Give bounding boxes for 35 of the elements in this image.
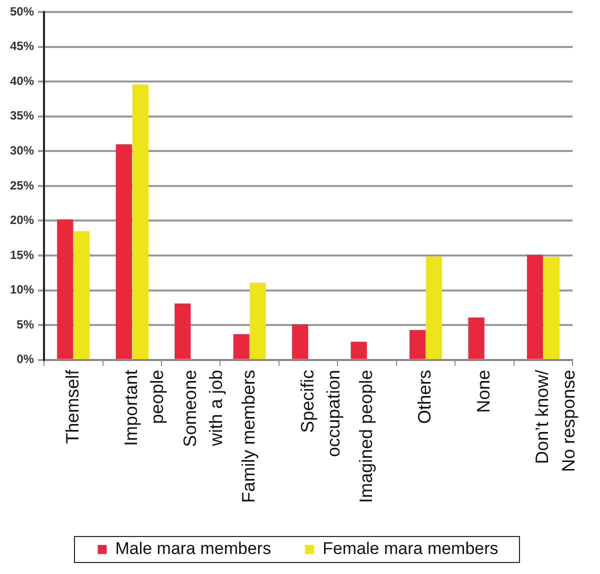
y-tick-label: 35% — [10, 108, 34, 123]
x-tick-label: None — [473, 370, 494, 413]
x-tick-label: Family members — [238, 370, 259, 503]
y-tick-label: 25% — [10, 178, 34, 192]
bar — [543, 256, 560, 359]
x-tick-label: Imagined people — [356, 370, 376, 504]
y-tick-label: 20% — [10, 213, 34, 228]
bar — [116, 144, 132, 359]
legend-label: Female mara members — [322, 539, 498, 558]
bar — [174, 304, 191, 359]
bar — [57, 219, 74, 359]
bar — [250, 282, 266, 359]
x-tick-label: Others — [414, 370, 435, 424]
y-tick-label: 10% — [10, 282, 34, 297]
y-tick-label: 50% — [10, 4, 34, 18]
x-tick-label: Themself — [62, 368, 82, 444]
bar — [426, 256, 442, 359]
y-tick-label: 15% — [10, 248, 34, 262]
bar — [410, 330, 426, 359]
bar — [468, 317, 484, 359]
y-tick-label: 30% — [10, 143, 34, 158]
x-tick-label: Important people — [121, 370, 168, 446]
y-tick-label: 5% — [16, 317, 34, 332]
x-tick-label: Don’t know/ No response — [532, 370, 578, 472]
y-tick-label: 40% — [10, 74, 34, 88]
legend-label: Male mara members — [115, 539, 272, 558]
y-tick-label: 0% — [16, 352, 34, 366]
x-tick-label: Specific occupation — [297, 370, 344, 457]
bar — [292, 324, 308, 359]
bar — [233, 334, 250, 359]
bar — [74, 231, 90, 359]
y-tick-label: 45% — [10, 39, 34, 54]
bar — [526, 254, 544, 359]
bar — [350, 342, 367, 359]
bar — [132, 84, 148, 359]
